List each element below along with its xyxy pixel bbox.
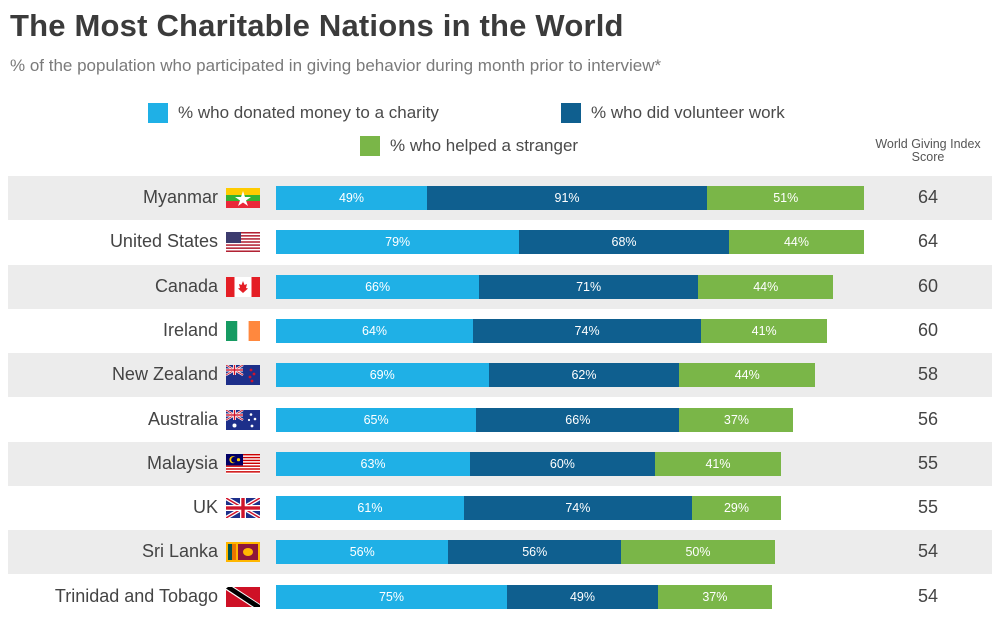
canada-flag-icon xyxy=(226,276,260,297)
bar-segment-money xyxy=(276,451,471,476)
giving-index-score: 64 xyxy=(917,231,939,252)
legend-swatch-money xyxy=(148,103,168,123)
table-row: Trinidad and Tobago 75% 49% 37% 54 xyxy=(8,575,992,619)
bar-segment-money xyxy=(276,274,480,299)
new-zealand-flag-icon xyxy=(225,364,260,386)
bar-segment-stranger xyxy=(701,318,828,343)
table-row: Malaysia 63% 60% 41% 55 xyxy=(8,441,992,486)
bar-segment-money xyxy=(276,496,464,521)
table-row: New Zealand 69% 62% 44% 58 xyxy=(8,353,992,398)
legend-label-stranger: % who helped a stranger xyxy=(390,136,579,155)
bar-segment-stranger xyxy=(691,496,782,521)
legend-label-money: % who donated money to a charity xyxy=(178,103,439,122)
table-row: Australia 65% 66% 37% 56 xyxy=(8,398,992,442)
score-column-header: World Giving Index Score xyxy=(875,137,981,164)
legend-swatch-volunteer xyxy=(561,103,581,123)
bar-segment-volunteer xyxy=(463,496,692,521)
bar-segment-stranger xyxy=(679,407,794,432)
legend-label-volunteer: % who did volunteer work xyxy=(591,103,785,122)
country-label: Myanmar xyxy=(142,187,218,207)
country-label: Sri Lanka xyxy=(141,541,218,562)
bar-segment-volunteer xyxy=(476,407,680,432)
bar-segment-volunteer xyxy=(426,186,708,210)
bar-segment-money xyxy=(276,540,449,565)
myanmar-flag-icon xyxy=(226,188,260,208)
bar-segment-stranger xyxy=(697,274,834,299)
bar-segment-stranger xyxy=(728,230,865,255)
table-row: United States 79% 68% 44% 64 xyxy=(8,220,992,264)
chart-title: The Most Charitable Nations in the World xyxy=(10,8,624,43)
bar-segment-stranger xyxy=(707,186,865,210)
country-label: UK xyxy=(192,497,218,518)
usa-flag-icon xyxy=(226,232,260,253)
country-label: New Zealand xyxy=(111,364,218,385)
bar-segment-stranger xyxy=(679,363,815,388)
legend-item-stranger: % who helped a stranger xyxy=(360,136,578,156)
legend-item-volunteer: % who did volunteer work xyxy=(561,103,785,123)
bar-segment-money xyxy=(276,318,474,343)
bar-segment-stranger xyxy=(620,540,775,565)
country-label: Canada xyxy=(154,275,218,296)
bar-segment-money xyxy=(276,407,477,432)
bar-segment-volunteer xyxy=(470,451,655,476)
legend-item-money: % who donated money to a charity xyxy=(148,103,439,123)
country-label: Malaysia xyxy=(146,452,218,473)
country-label: Ireland xyxy=(162,319,218,340)
table-row: Ireland 64% 74% 41% 60 xyxy=(8,309,992,353)
giving-index-score: 55 xyxy=(917,497,939,518)
bar-segment-volunteer xyxy=(448,540,621,565)
ireland-flag-icon xyxy=(226,320,260,341)
giving-index-score: 64 xyxy=(917,187,939,207)
bar-segment-volunteer xyxy=(488,363,680,388)
table-row: Sri Lanka 56% 56% 50% 54 xyxy=(8,530,992,575)
giving-index-score: 55 xyxy=(917,452,939,473)
giving-index-score: 56 xyxy=(917,408,939,429)
giving-index-score: 60 xyxy=(917,275,939,296)
country-label: Trinidad and Tobago xyxy=(54,585,218,606)
bar-segment-volunteer xyxy=(507,584,658,609)
australia-flag-icon xyxy=(225,408,260,430)
bar-segment-money xyxy=(276,363,489,388)
table-row: UK 61% 74% 29% 55 xyxy=(8,486,992,530)
uk-flag-icon xyxy=(224,496,262,520)
sri-lanka-flag-icon xyxy=(226,542,260,563)
table-row: Canada 66% 71% 44% 60 xyxy=(8,264,992,309)
bar-segment-money xyxy=(276,230,520,255)
giving-index-score: 54 xyxy=(917,585,939,606)
table-row: Myanmar 49% 91% 51% 64 xyxy=(8,176,992,220)
country-label: United States xyxy=(109,231,218,252)
bar-segment-volunteer xyxy=(519,230,729,255)
trinidad-tobago-flag-icon xyxy=(226,586,260,607)
malaysia-flag-icon xyxy=(226,453,260,474)
bar-segment-volunteer xyxy=(479,274,698,299)
giving-index-score: 54 xyxy=(917,541,939,562)
bar-segment-volunteer xyxy=(473,318,702,343)
giving-index-score: 60 xyxy=(917,319,939,340)
bar-segment-money xyxy=(276,186,427,210)
chart-subtitle: % of the population who participated in … xyxy=(10,56,662,75)
bar-segment-stranger xyxy=(657,584,772,609)
legend-swatch-stranger xyxy=(360,136,380,156)
giving-index-score: 58 xyxy=(917,364,939,385)
bar-segment-stranger xyxy=(654,451,782,476)
bar-segment-money xyxy=(276,584,507,609)
country-label: Australia xyxy=(147,408,218,429)
